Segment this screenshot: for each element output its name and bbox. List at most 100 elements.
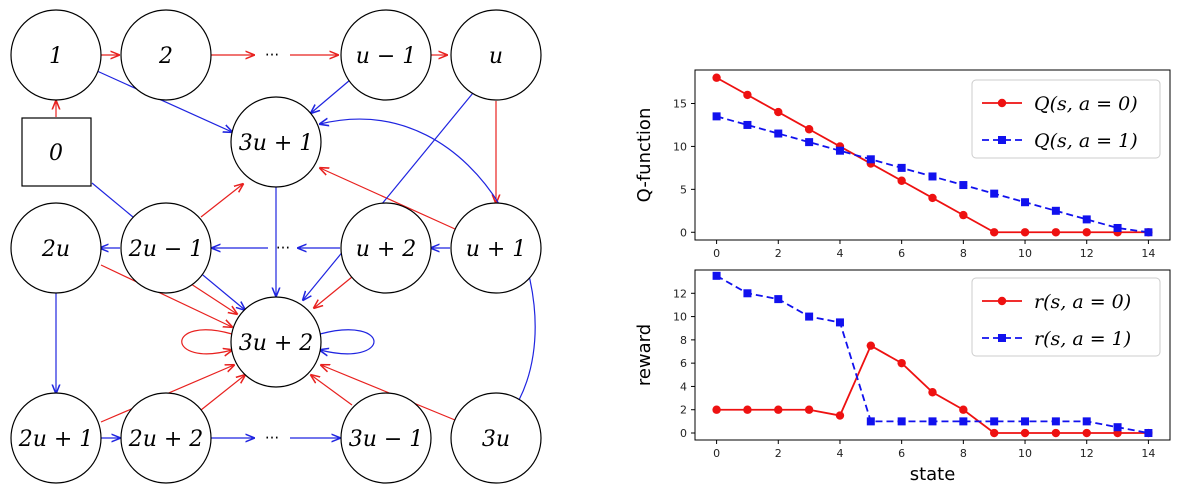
legend-label-0: Q(s, a = 0) <box>1034 93 1138 115</box>
edge-a1 <box>311 79 351 113</box>
node-2u-plus-2: 2u + 2 <box>120 392 212 484</box>
x-tick-label: 2 <box>775 247 782 260</box>
x-tick-label: 4 <box>836 247 843 260</box>
y-tick-label: 12 <box>673 287 687 300</box>
data-point-square <box>835 318 844 327</box>
edge-a0 <box>314 276 353 308</box>
svg-text:2u − 1: 2u − 1 <box>128 237 204 262</box>
data-point-square <box>990 189 999 198</box>
legend: Q(s, a = 0) Q(s, a = 1) <box>971 79 1161 159</box>
node-u-minus-1: u − 1 <box>340 9 432 101</box>
legend-marker-circle <box>997 98 1007 108</box>
plot-frame <box>694 69 1171 241</box>
data-point-square <box>959 181 968 190</box>
data-point-square <box>959 417 968 426</box>
node-3u-plus-1: 3u + 1 <box>230 96 322 188</box>
x-tick-label: 6 <box>898 247 905 260</box>
data-point-circle <box>1051 228 1061 237</box>
node-2u-plus-1: 2u + 1 <box>10 392 102 484</box>
y-tick-label: 10 <box>673 140 687 153</box>
ellipsis-middle: ··· <box>276 239 290 257</box>
data-point-circle <box>1020 428 1030 438</box>
data-point-square <box>1051 417 1060 426</box>
x-tick-label: 10 <box>1018 447 1032 460</box>
data-point-square <box>1144 429 1153 438</box>
node-2: 2 <box>120 9 212 101</box>
data-point-circle <box>1082 228 1091 237</box>
data-point-circle <box>743 90 752 100</box>
x-tick-label: 4 <box>836 447 843 460</box>
svg-text:2u + 2: 2u + 2 <box>128 427 204 452</box>
y-tick-label: 4 <box>680 380 687 393</box>
data-point-circle <box>1051 428 1061 438</box>
data-point-square <box>866 155 875 164</box>
data-point-circle <box>928 388 937 397</box>
node-u-plus-2: u + 2 <box>340 202 432 294</box>
edge-a1 <box>96 70 232 132</box>
data-point-square <box>1144 228 1153 237</box>
y-tick-label: 6 <box>680 357 687 370</box>
data-point-circle <box>989 228 999 237</box>
x-tick-label: 12 <box>1080 447 1094 460</box>
edge-a0 <box>311 375 353 406</box>
x-tick-label: 10 <box>1018 247 1032 260</box>
data-point-square <box>1021 417 1030 426</box>
data-point-square <box>712 271 721 280</box>
state-diagram: ··· ··· ··· 1 2 u − 1 u 0 3u + 1 2u 2u −… <box>10 9 542 484</box>
data-point-circle <box>743 405 752 414</box>
x-tick-label: 0 <box>713 447 720 460</box>
data-point-square <box>1021 198 1030 207</box>
data-point-square <box>1113 223 1122 232</box>
legend-marker-square <box>998 334 1006 342</box>
data-point-square <box>743 120 752 129</box>
y-tick-label: 15 <box>673 97 687 110</box>
data-point-square <box>774 129 783 138</box>
reward-chart: 0 2 4 6 8 10 12 14 0 2 4 6 8 10 12 reward state r(s, a = … <box>634 269 1171 485</box>
node-u: u <box>450 9 542 101</box>
y-tick-label: 0 <box>680 427 687 440</box>
edge-a0 <box>187 281 237 314</box>
data-point-square <box>835 146 844 155</box>
node-2u-minus-1: 2u − 1 <box>120 202 212 294</box>
legend-box <box>971 277 1161 357</box>
data-point-square <box>897 417 906 426</box>
x-tick-label: 12 <box>1080 247 1094 260</box>
legend-label-1: Q(s, a = 1) <box>1034 130 1138 152</box>
data-point-circle <box>774 107 783 117</box>
data-point-square <box>928 172 937 181</box>
svg-text:0: 0 <box>49 141 63 166</box>
legend-marker-circle <box>997 296 1007 306</box>
svg-text:3u: 3u <box>482 427 510 452</box>
x-tick-label: 6 <box>898 447 905 460</box>
edge-a1 <box>303 92 474 300</box>
plot-frame <box>694 269 1171 441</box>
edge-a0 <box>200 375 245 411</box>
node-3u-minus-1: 3u − 1 <box>340 392 432 484</box>
y-tick-label: 10 <box>673 311 687 324</box>
x-tick-label: 14 <box>1141 247 1155 260</box>
x-tick-label: 2 <box>775 447 782 460</box>
data-point-square <box>990 417 999 426</box>
y-tick-label: 2 <box>680 404 687 417</box>
svg-text:u + 1: u + 1 <box>466 237 527 262</box>
svg-text:u − 1: u − 1 <box>356 44 417 69</box>
data-point-circle <box>712 405 721 414</box>
data-point-square <box>712 112 721 121</box>
data-point-square <box>805 312 814 321</box>
data-point-circle <box>804 405 814 414</box>
data-point-circle <box>959 405 968 414</box>
data-point-square <box>743 289 752 298</box>
y-tick-label: 0 <box>680 226 687 239</box>
data-point-circle <box>928 193 937 203</box>
legend-box <box>971 79 1161 159</box>
data-point-circle <box>1020 228 1030 237</box>
x-tick-label: 8 <box>960 447 967 460</box>
edge-a1-self-loop <box>320 329 375 354</box>
node-3u: 3u <box>450 392 542 484</box>
y-tick-label: 8 <box>680 334 687 347</box>
svg-text:u + 2: u + 2 <box>356 237 417 262</box>
x-tick-label: 0 <box>713 247 720 260</box>
data-point-circle <box>804 125 814 134</box>
